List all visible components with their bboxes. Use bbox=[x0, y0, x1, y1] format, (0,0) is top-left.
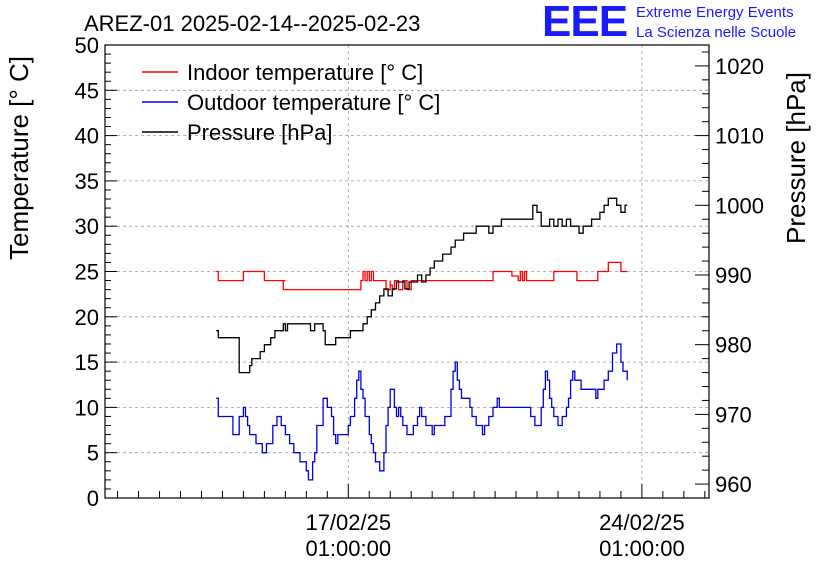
eee-logo-mark: EEE bbox=[542, 0, 628, 46]
series-line-3 bbox=[216, 197, 628, 374]
y-tick-label: 45 bbox=[75, 78, 99, 103]
grid-lines bbox=[105, 45, 709, 498]
x-tick-label-date: 17/02/25 bbox=[305, 510, 391, 535]
y-tick-label: 10 bbox=[75, 395, 99, 420]
y2-tick-label: 960 bbox=[715, 472, 752, 497]
y2-tick-label: 1020 bbox=[715, 54, 764, 79]
data-series bbox=[216, 197, 628, 481]
y2-tick-label: 990 bbox=[715, 263, 752, 288]
y2-tick-label: 1000 bbox=[715, 193, 764, 218]
series-line-1 bbox=[216, 261, 628, 291]
logo-line-1: Extreme Energy Events bbox=[636, 4, 794, 21]
y-tick-label: 0 bbox=[87, 486, 99, 511]
y2-axis-label: Pressure [hPa] bbox=[781, 72, 811, 244]
y-tick-label: 40 bbox=[75, 124, 99, 149]
y2-tick-label: 980 bbox=[715, 333, 752, 358]
legend-label-2: Outdoor temperature [° C] bbox=[187, 90, 440, 115]
y-tick-label: 30 bbox=[75, 214, 99, 239]
logo-line-2: La Scienza nelle Scuole bbox=[636, 24, 797, 41]
series-line-2 bbox=[216, 343, 628, 481]
y-tick-label: 50 bbox=[75, 33, 99, 58]
y-tick-label: 15 bbox=[75, 350, 99, 375]
y2-tick-label: 970 bbox=[715, 402, 752, 427]
y-axis-label: Temperature [° C] bbox=[4, 56, 34, 260]
y-tick-label: 35 bbox=[75, 169, 99, 194]
legend-label-3: Pressure [hPa] bbox=[187, 120, 333, 145]
x-tick-label-time: 01:00:00 bbox=[599, 536, 685, 561]
axes: 0510152025303540455017/02/2501:00:0024/0… bbox=[75, 33, 764, 561]
legend-label-1: Indoor temperature [° C] bbox=[187, 60, 423, 85]
legend: Indoor temperature [° C] Outdoor temperat… bbox=[142, 60, 440, 145]
y-tick-label: 20 bbox=[75, 305, 99, 330]
y2-tick-label: 1010 bbox=[715, 124, 764, 149]
x-tick-label-time: 01:00:00 bbox=[305, 536, 391, 561]
x-tick-label-date: 24/02/25 bbox=[599, 510, 685, 535]
y-tick-label: 25 bbox=[75, 260, 99, 285]
y-tick-label: 5 bbox=[87, 441, 99, 466]
eee-logo: EEE Extreme Energy Events La Scienza nel… bbox=[542, 0, 832, 46]
chart-title: AREZ-01 2025-02-14--2025-02-23 bbox=[84, 11, 420, 36]
